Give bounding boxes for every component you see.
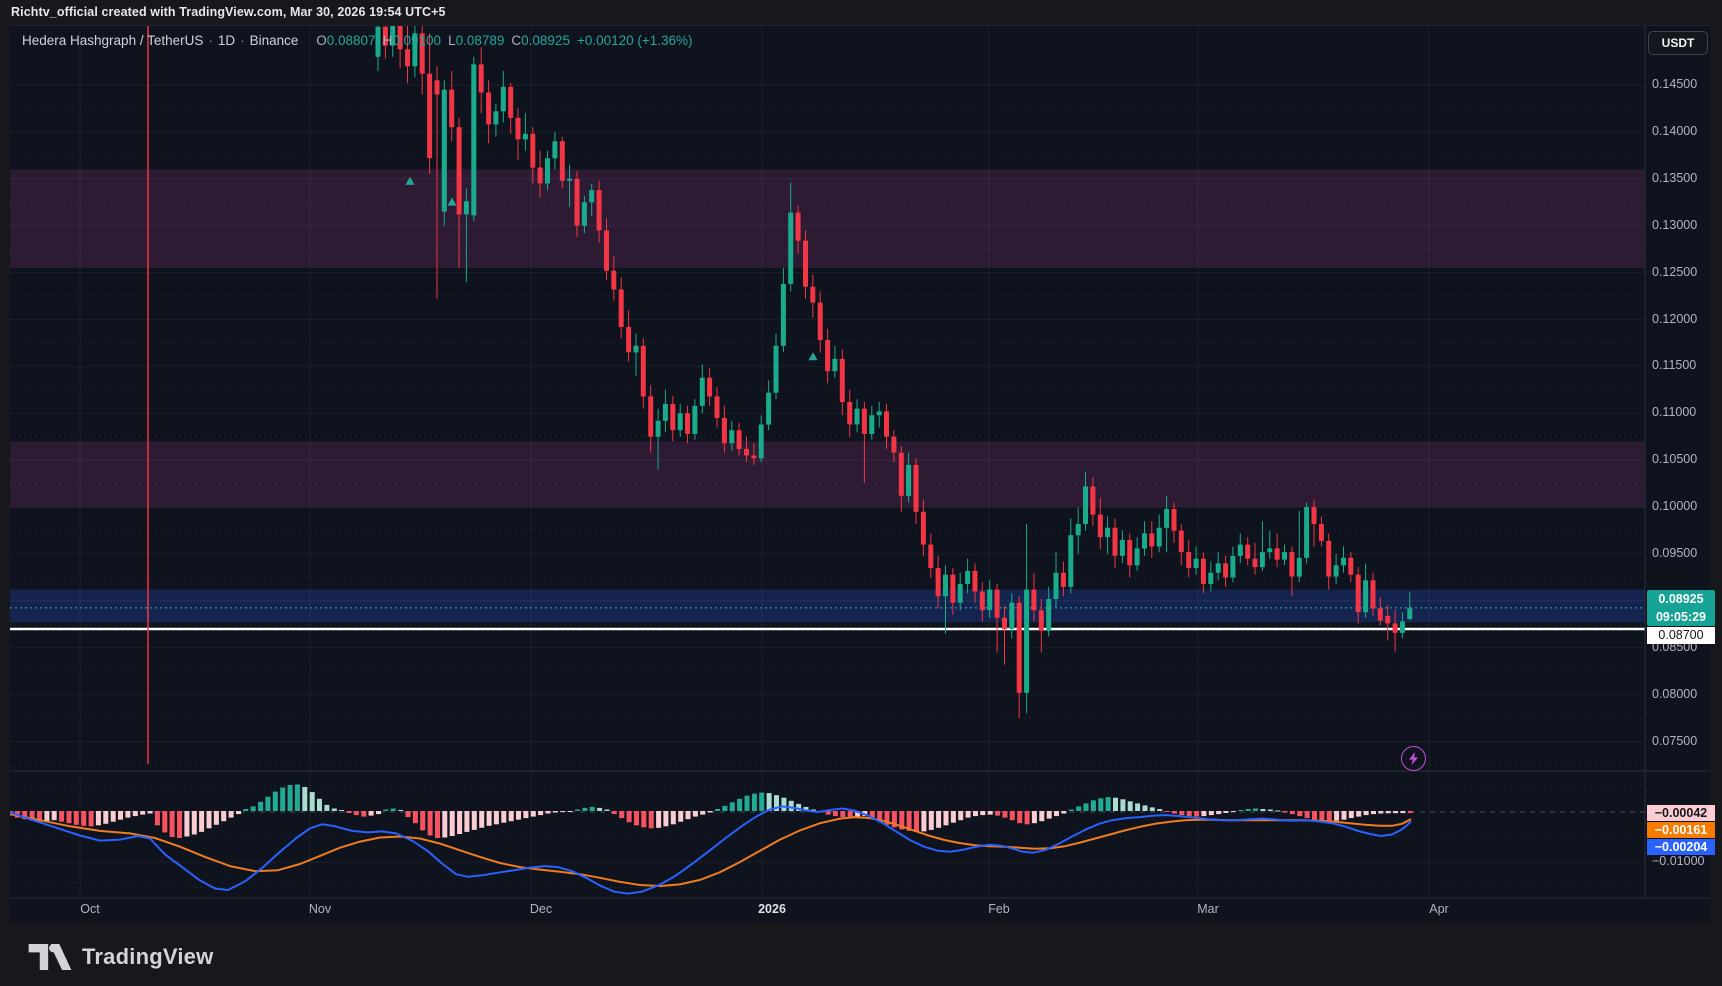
macd-main-line (10, 805, 1412, 895)
macd-axis-tick: −0.01000 (1652, 854, 1705, 868)
time-axis-tick: Mar (1197, 902, 1219, 916)
time-axis-tick: Oct (80, 902, 100, 916)
open-value: 0.08807 (326, 33, 376, 48)
bar-countdown: 09:05:29 (1655, 610, 1707, 624)
interval-label[interactable]: 1D (217, 33, 236, 48)
buy-signal-marker (808, 352, 818, 361)
buy-signal-marker (447, 197, 457, 206)
time-gridlines (79, 26, 1430, 898)
price-axis-tick: 0.07500 (1652, 733, 1698, 748)
last-price-label: 0.08925 09:05:29 (1647, 590, 1715, 626)
time-axis-tick: Apr (1429, 902, 1449, 916)
price-axis-tick: 0.12000 (1652, 311, 1698, 326)
last-price-value: 0.08925 (1658, 592, 1704, 606)
exchange-label: Binance (249, 33, 299, 48)
price-axis-tick: 0.13500 (1652, 170, 1698, 185)
tradingview-logo-icon (28, 944, 72, 970)
price-gridlines (10, 84, 1645, 766)
legend-separator: · (208, 33, 213, 48)
price-zones (10, 169, 1645, 623)
price-axis-tick: 0.10000 (1652, 499, 1698, 514)
legend-separator: · (240, 33, 245, 48)
price-axis-tick: 0.14000 (1652, 123, 1698, 138)
price-axis-tick: 0.13000 (1652, 217, 1698, 232)
macd-signal-label: −0.00161 (1647, 822, 1715, 838)
boost-button[interactable] (1401, 746, 1426, 771)
tradingview-logo-text: TradingView (82, 944, 214, 969)
price-axis-tick: 0.09500 (1652, 546, 1698, 560)
chart-canvas[interactable] (10, 26, 1710, 923)
lightning-icon (1409, 751, 1418, 766)
ohlc-readout: O0.08807 H0.09100 L0.08789 C0.08925 +0.00120… (316, 33, 692, 48)
low-value: 0.08789 (455, 33, 505, 48)
high-label: H (382, 33, 393, 48)
close-label: C (511, 33, 522, 48)
price-axis-tick: 0.10500 (1652, 452, 1698, 467)
macd-histogram-label: −0.00042 (1647, 805, 1715, 821)
price-axis-tick: 0.11000 (1652, 405, 1697, 420)
candles-layer (375, 26, 1413, 719)
time-axis-tick: 2026 (758, 902, 786, 916)
macd-pane (10, 784, 1645, 895)
symbol-title[interactable]: Hedera Hashgraph / TetherUS (22, 33, 204, 48)
supply-zone-lower (10, 441, 1645, 508)
price-axis-tick: 0.12500 (1652, 264, 1698, 279)
price-axis-tick: 0.14500 (1652, 77, 1698, 91)
price-axis-tick: 0.08000 (1652, 686, 1698, 701)
macd-value-label: −0.00204 (1647, 839, 1715, 855)
supply-zone-upper (10, 169, 1645, 268)
change-value: +0.00120 (+1.36%) (576, 33, 693, 48)
close-value: 0.08925 (521, 33, 570, 48)
demand-zone (10, 589, 1645, 623)
low-label: L (448, 33, 456, 48)
time-axis-tick: Nov (308, 902, 332, 916)
time-axis-tick: Dec (529, 902, 553, 916)
watermark-header: Richtv_official created with TradingView… (11, 5, 446, 19)
open-label: O (316, 33, 327, 48)
price-axis-tick: 0.11500 (1652, 358, 1697, 373)
chart-area[interactable] (10, 25, 1710, 922)
signal-markers (405, 176, 818, 361)
tradingview-logo[interactable]: TradingView (28, 944, 213, 970)
time-axis-tick: Feb (988, 902, 1010, 916)
currency-toggle-button[interactable]: USDT (1648, 31, 1708, 55)
high-value: 0.09100 (392, 33, 442, 48)
buy-signal-marker (405, 176, 415, 185)
symbol-legend: Hedera Hashgraph / TetherUS · 1D · Binance O… (22, 33, 693, 48)
support-level-label: 0.08700 (1647, 627, 1715, 644)
